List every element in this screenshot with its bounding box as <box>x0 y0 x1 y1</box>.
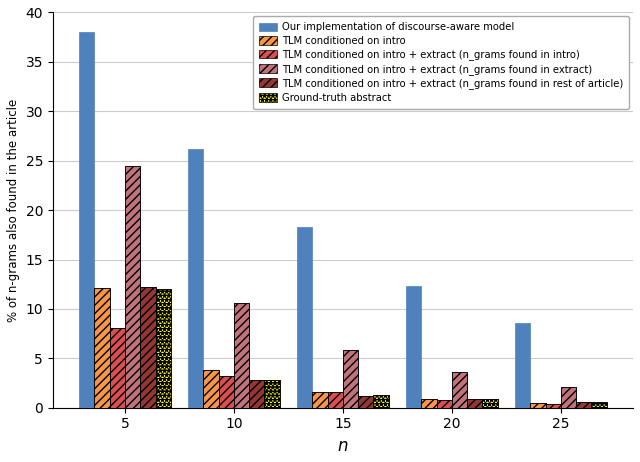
Bar <box>374 395 388 408</box>
Bar <box>531 403 546 408</box>
Bar <box>343 351 358 408</box>
Bar <box>264 380 280 408</box>
Bar <box>140 287 156 408</box>
Bar <box>204 370 219 408</box>
Bar <box>219 376 234 408</box>
Bar <box>483 399 498 408</box>
Bar <box>591 402 607 408</box>
Bar <box>421 399 436 408</box>
Bar <box>515 323 531 408</box>
Bar <box>125 166 140 408</box>
Bar <box>95 288 109 408</box>
Bar <box>546 404 561 408</box>
Bar <box>576 402 591 408</box>
Bar <box>95 288 109 408</box>
Bar <box>204 370 219 408</box>
Bar <box>358 396 374 408</box>
Bar <box>436 400 452 408</box>
Bar <box>421 399 436 408</box>
Bar <box>79 32 95 408</box>
X-axis label: n: n <box>338 437 348 455</box>
Bar <box>109 328 125 408</box>
Bar <box>312 392 328 408</box>
Bar <box>576 402 591 408</box>
Bar <box>188 149 204 408</box>
Bar <box>358 396 374 408</box>
Bar <box>328 392 343 408</box>
Bar <box>591 402 607 408</box>
Bar <box>312 392 328 408</box>
Bar <box>374 395 388 408</box>
Bar <box>406 286 421 408</box>
Bar <box>452 372 467 408</box>
Y-axis label: % of n-grams also found in the article: % of n-grams also found in the article <box>7 98 20 322</box>
Bar <box>140 287 156 408</box>
Legend: Our implementation of discourse-aware model, TLM conditioned on intro, TLM condi: Our implementation of discourse-aware mo… <box>253 17 629 109</box>
Bar <box>343 351 358 408</box>
Bar <box>109 328 125 408</box>
Bar <box>328 392 343 408</box>
Bar <box>234 303 249 408</box>
Bar <box>249 380 264 408</box>
Bar <box>467 399 483 408</box>
Bar <box>483 399 498 408</box>
Bar <box>219 376 234 408</box>
Bar <box>436 400 452 408</box>
Bar <box>125 166 140 408</box>
Bar <box>249 380 264 408</box>
Bar <box>264 380 280 408</box>
Bar <box>561 387 576 408</box>
Bar <box>297 227 312 408</box>
Bar <box>531 403 546 408</box>
Bar <box>561 387 576 408</box>
Bar <box>452 372 467 408</box>
Bar <box>467 399 483 408</box>
Bar <box>234 303 249 408</box>
Bar <box>546 404 561 408</box>
Bar <box>156 289 171 408</box>
Bar <box>156 289 171 408</box>
